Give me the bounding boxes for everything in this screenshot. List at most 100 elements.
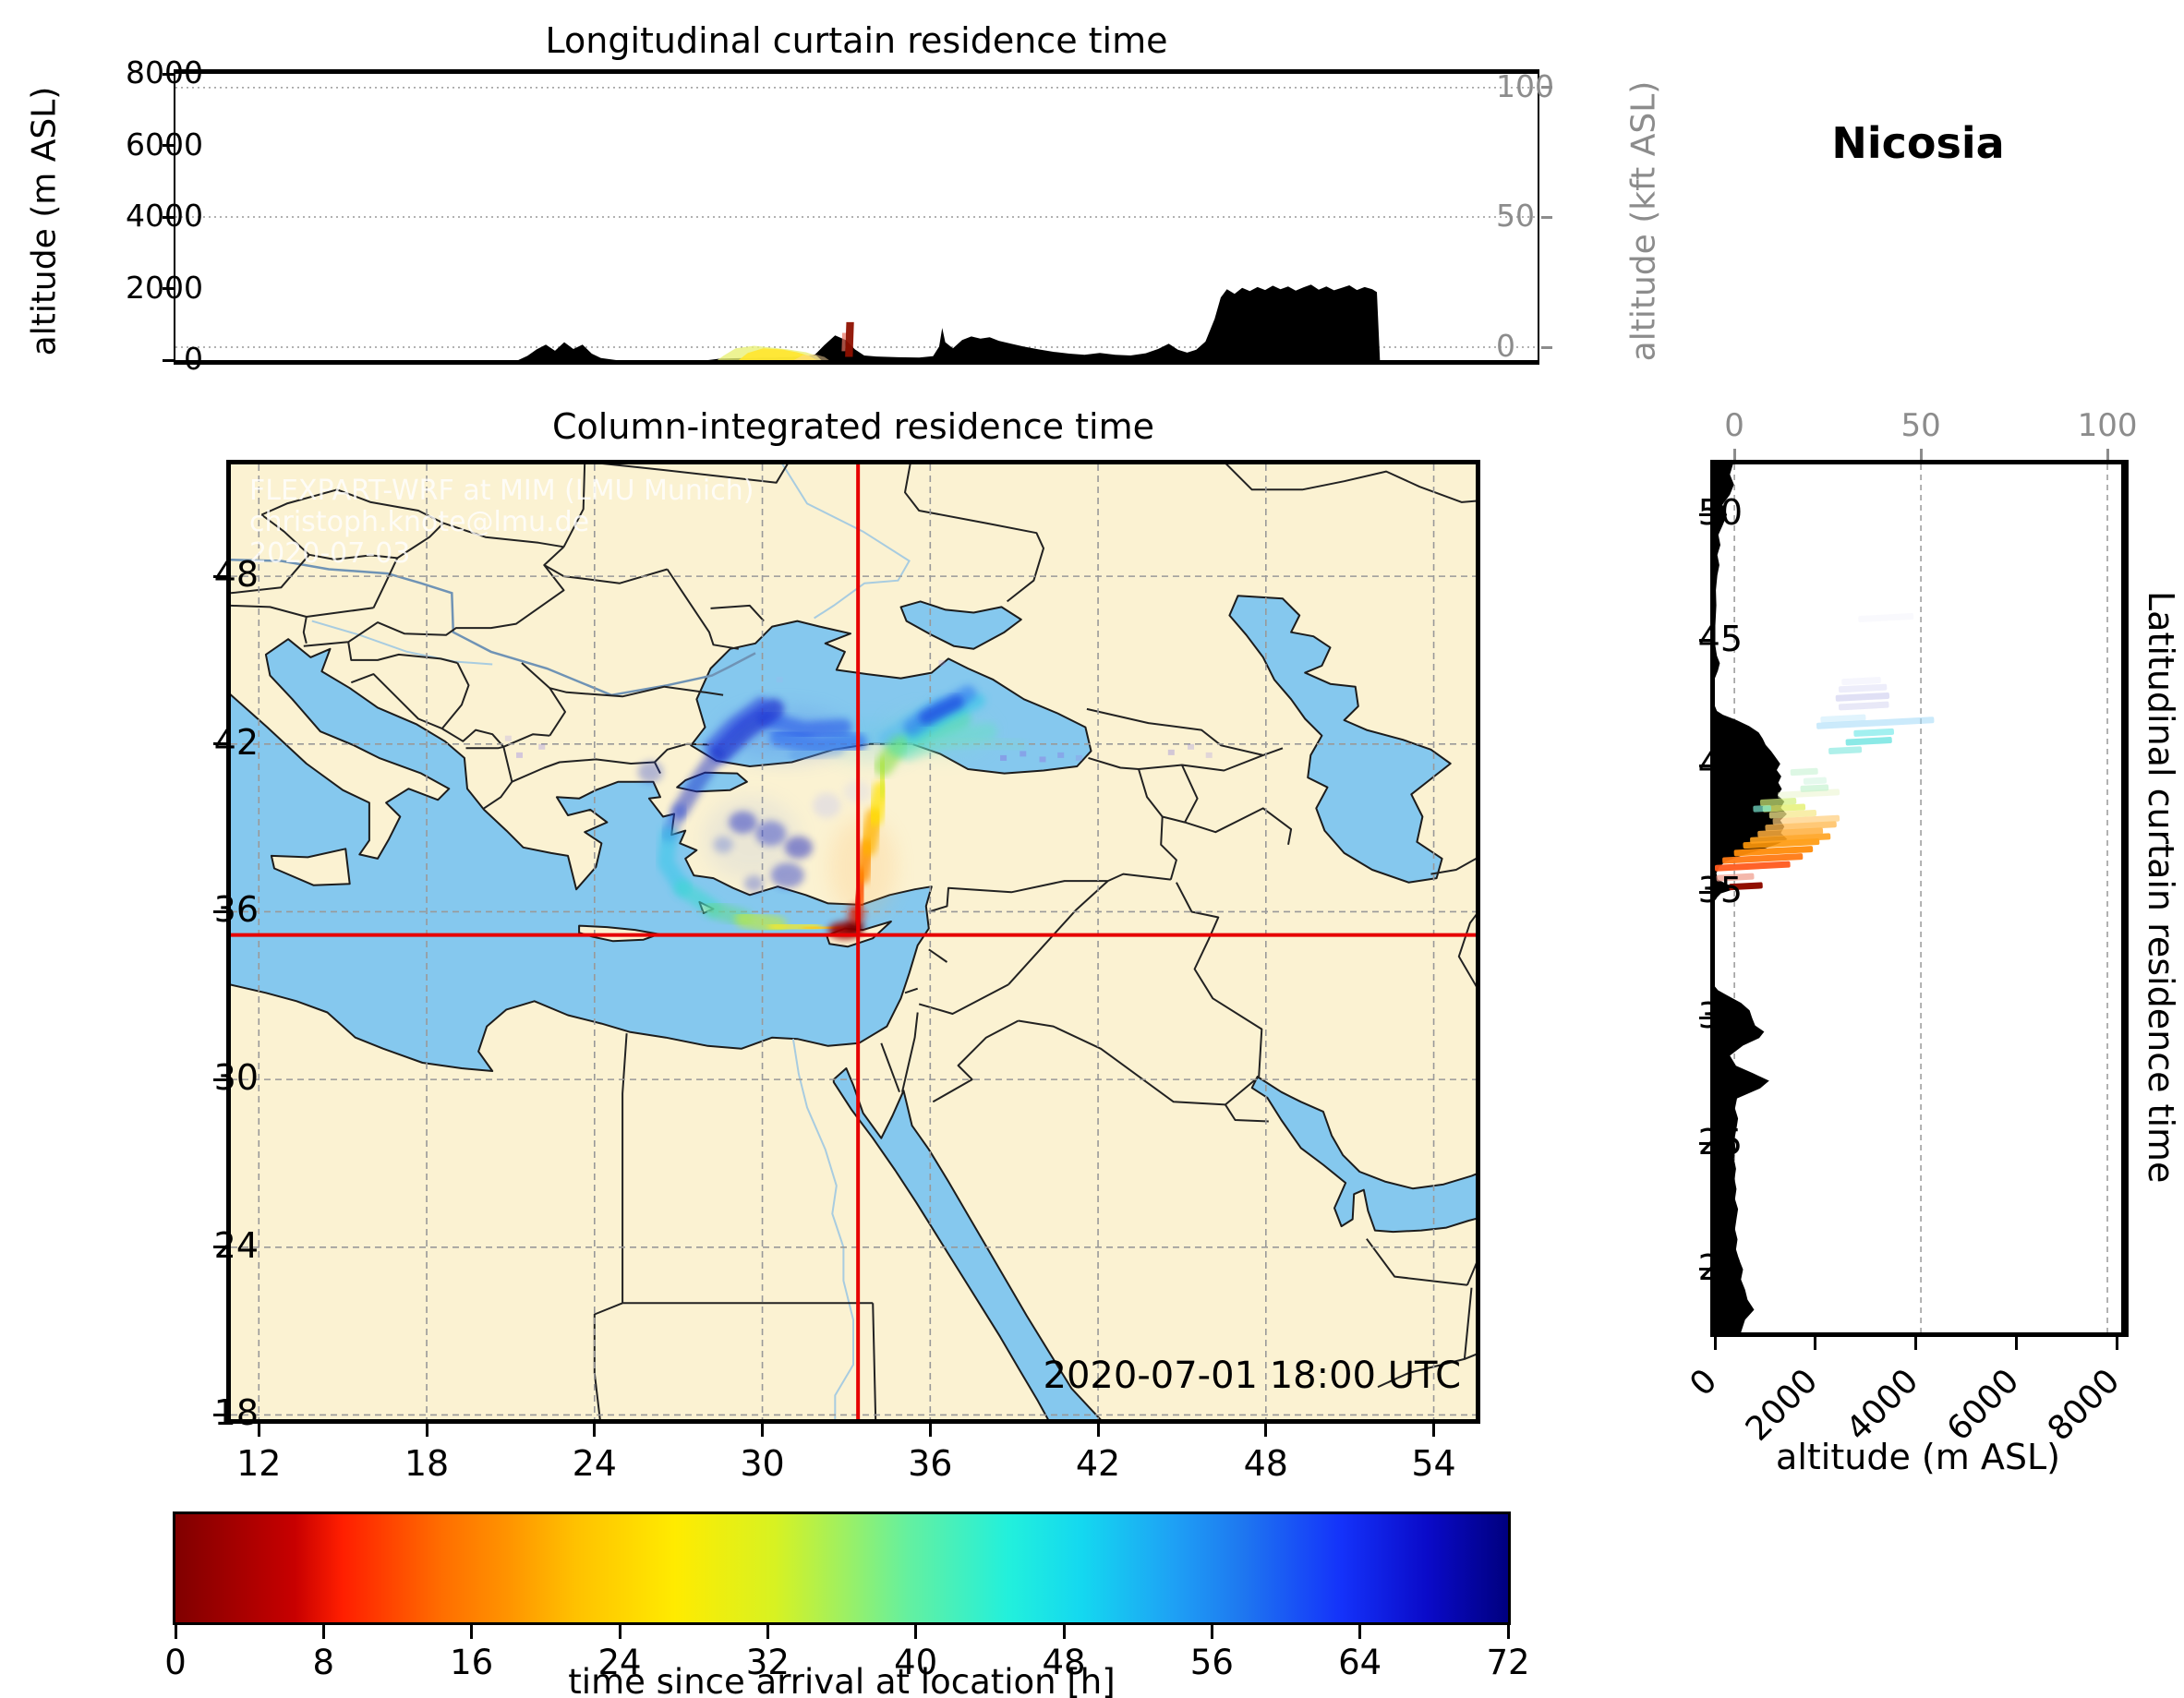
curtain-residence-bar	[1853, 728, 1895, 737]
plume-speck	[504, 735, 512, 741]
country-border	[1466, 1262, 1476, 1286]
long-ytick-label: 2000	[126, 269, 203, 306]
lat-kft-tick-mark	[1732, 449, 1736, 460]
map-xtick-mark	[257, 1424, 260, 1437]
map-xtick-label: 48	[1243, 1443, 1288, 1484]
map-ytick-label: 48	[213, 554, 259, 596]
colorbar-tick-mark	[470, 1625, 474, 1639]
country-border	[1176, 882, 1263, 1078]
long-kft-tick-label: 100	[1496, 67, 1554, 104]
lat-ytick-mark	[1699, 1016, 1710, 1019]
country-border	[710, 604, 765, 622]
country-border	[904, 987, 919, 994]
curtain-patch	[738, 348, 817, 360]
plume-streak	[671, 746, 725, 820]
sea-polygon	[832, 1067, 1102, 1419]
colorbar-tick-label: 40	[894, 1643, 938, 1682]
country-border	[880, 1042, 900, 1093]
plume-blob	[770, 862, 804, 888]
curtain-residence-bar	[1820, 714, 1866, 723]
longitudinal-curtain-chart	[175, 87, 1538, 360]
plume-streak	[928, 734, 1027, 754]
plume-blob	[729, 811, 757, 834]
colorbar-tick-label: 56	[1189, 1643, 1234, 1682]
lat-kft-tick-label: 0	[1724, 407, 1744, 444]
curtain-residence-bar	[1768, 810, 1817, 819]
plume-blob	[743, 875, 765, 893]
curtain-patch	[793, 354, 829, 360]
lat-kft-tick-label: 50	[1900, 407, 1941, 444]
country-border	[1088, 753, 1264, 772]
country-border	[666, 568, 739, 650]
plume-speck	[538, 743, 546, 750]
plume-speck	[1039, 756, 1046, 763]
map-xtick-mark	[1264, 1424, 1268, 1437]
colorbar-tick-label: 72	[1486, 1643, 1530, 1682]
country-border	[396, 522, 444, 560]
country-border	[231, 604, 374, 618]
latitudinal-curtain-panel	[1710, 460, 2129, 1337]
country-border	[442, 522, 564, 548]
plume-speck	[1205, 752, 1213, 758]
map-xtick-label: 30	[740, 1443, 785, 1484]
country-border	[932, 1019, 1020, 1103]
lat-ytick-label: 20	[1697, 1246, 1743, 1288]
colorbar-tick-label: 64	[1338, 1643, 1382, 1682]
map-title: Column-integrated residence time	[552, 406, 1154, 447]
curtain-residence-bar	[1838, 701, 1889, 711]
curtain-residence-bar	[1838, 683, 1888, 693]
country-border	[602, 464, 789, 484]
colorbar-tick-label: 8	[312, 1643, 335, 1682]
map-xtick-mark	[425, 1424, 428, 1437]
plume-streak	[711, 698, 785, 764]
colorbar-tick-mark	[1506, 1625, 1510, 1639]
country-border	[512, 758, 655, 783]
colorbar-rect	[175, 1514, 1508, 1622]
country-border	[521, 662, 566, 737]
colorbar-label: time since arrival at location [h]	[568, 1662, 1116, 1698]
curtain-residence-bar	[1759, 798, 1797, 806]
lat-kft-tick-mark	[1919, 449, 1923, 460]
map-ytick-mark	[213, 909, 226, 913]
map-xtick-mark	[1432, 1424, 1436, 1437]
long-ytick-label: 6000	[126, 126, 203, 163]
long-ytick-label: 4000	[126, 198, 203, 234]
country-border	[1366, 1238, 1468, 1286]
longitudinal-title: Longitudinal curtain residence time	[545, 20, 1168, 61]
curtain-arrival-bar	[841, 332, 847, 352]
plume-streak	[756, 710, 852, 739]
sea-polygon	[1228, 595, 1452, 884]
country-border	[1377, 1353, 1476, 1389]
map-xtick-mark	[928, 1424, 932, 1437]
country-border	[1162, 807, 1293, 845]
map-chart	[231, 464, 1476, 1419]
curtain-residence-bar	[1765, 821, 1837, 832]
colorbar-tick-label: 0	[164, 1643, 187, 1682]
curtain-residence-bar	[1858, 613, 1914, 622]
plume-streak	[703, 696, 768, 754]
plume-blob	[713, 836, 733, 853]
latitudinal-xlabel: altitude (m ASL)	[1776, 1437, 2060, 1477]
colorbar-tick-mark	[1210, 1625, 1213, 1639]
curtain-residence-bar	[1835, 692, 1890, 702]
colorbar-tick-label: 48	[1042, 1643, 1086, 1682]
lat-ytick-label: 45	[1697, 618, 1743, 659]
country-border	[303, 564, 565, 647]
long-ytick-mark	[163, 358, 174, 362]
residence-time-plume	[504, 659, 1213, 939]
long-ytick-label: 8000	[126, 54, 203, 90]
lat-ytick-mark	[1699, 1142, 1710, 1146]
plume-blob	[784, 836, 814, 859]
plume-speck	[938, 659, 946, 666]
curtain-residence-bar	[1845, 737, 1892, 746]
lat-ytick-mark	[1699, 512, 1710, 516]
colorbar-tick-mark	[1062, 1625, 1066, 1639]
terrain-profile-longitudinal	[175, 284, 1538, 360]
country-border	[308, 553, 398, 560]
sea-polygon	[1250, 1076, 1476, 1234]
colorbar-gradient	[175, 1514, 1508, 1622]
long-ytick-mark	[163, 287, 174, 290]
country-border	[441, 728, 550, 748]
lat-kft-tick-mark	[2106, 449, 2109, 460]
